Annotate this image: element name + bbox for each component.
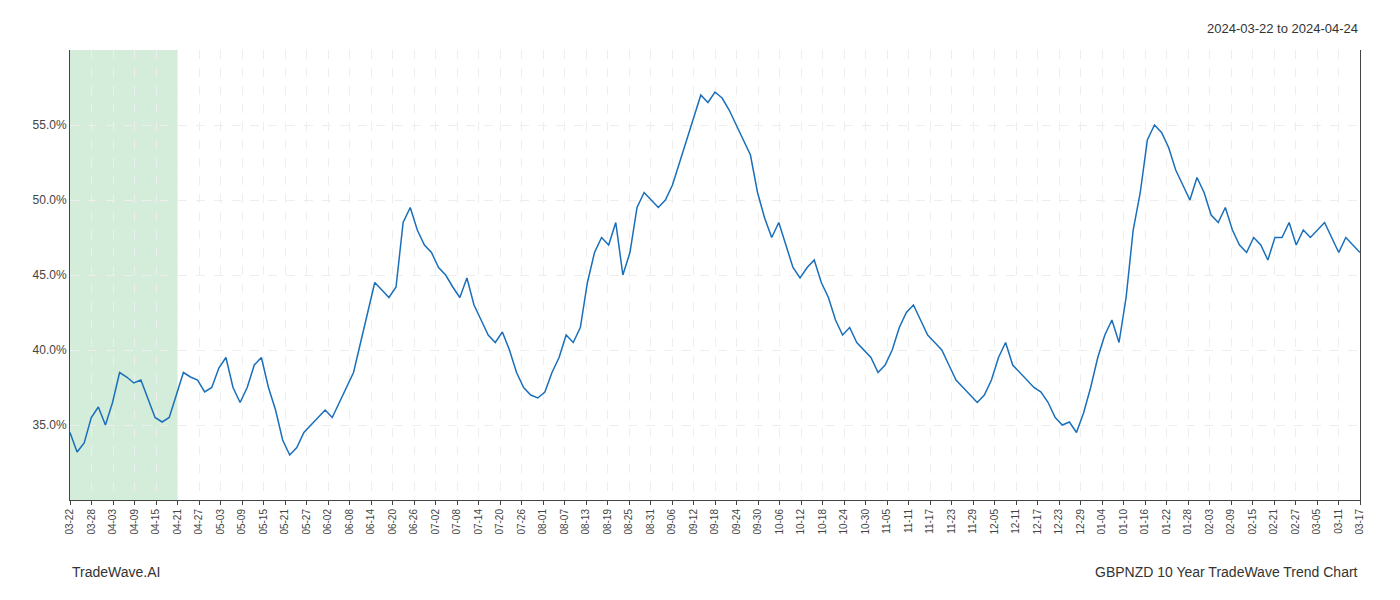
svg-text:07-02: 07-02: [430, 509, 441, 535]
svg-text:07-26: 07-26: [516, 509, 527, 535]
svg-text:12-29: 12-29: [1075, 509, 1086, 535]
svg-text:55.0%: 55.0%: [33, 118, 67, 132]
svg-text:01-04: 01-04: [1096, 509, 1107, 535]
svg-text:02-09: 02-09: [1225, 509, 1236, 535]
svg-text:01-10: 01-10: [1118, 509, 1129, 535]
svg-text:09-18: 09-18: [709, 509, 720, 535]
svg-text:06-08: 06-08: [344, 509, 355, 535]
svg-text:35.0%: 35.0%: [33, 418, 67, 432]
svg-text:07-08: 07-08: [451, 509, 462, 535]
svg-text:12-05: 12-05: [989, 509, 1000, 535]
svg-text:03-11: 03-11: [1333, 509, 1344, 534]
svg-text:09-24: 09-24: [731, 509, 742, 535]
svg-text:11-11: 11-11: [903, 509, 914, 534]
svg-text:03-05: 03-05: [1311, 509, 1322, 535]
svg-text:02-15: 02-15: [1247, 509, 1258, 535]
svg-text:05-27: 05-27: [301, 509, 312, 535]
svg-text:10-12: 10-12: [795, 509, 806, 535]
svg-text:08-01: 08-01: [537, 509, 548, 535]
svg-text:01-28: 01-28: [1182, 509, 1193, 535]
svg-text:05-15: 05-15: [258, 509, 269, 535]
svg-text:TradeWave.AI: TradeWave.AI: [72, 564, 160, 580]
svg-text:04-09: 04-09: [129, 509, 140, 535]
svg-text:01-16: 01-16: [1139, 509, 1150, 535]
svg-text:45.0%: 45.0%: [33, 268, 67, 282]
svg-text:50.0%: 50.0%: [33, 193, 67, 207]
svg-text:06-14: 06-14: [365, 509, 376, 535]
svg-text:02-21: 02-21: [1268, 509, 1279, 535]
svg-text:10-30: 10-30: [860, 509, 871, 535]
svg-text:10-24: 10-24: [838, 509, 849, 535]
svg-text:06-26: 06-26: [408, 509, 419, 535]
svg-text:04-27: 04-27: [193, 509, 204, 535]
svg-text:10-18: 10-18: [817, 509, 828, 535]
svg-text:04-15: 04-15: [150, 509, 161, 535]
svg-text:05-21: 05-21: [279, 509, 290, 535]
svg-text:08-07: 08-07: [559, 509, 570, 535]
svg-text:GBPNZD 10 Year TradeWave Trend: GBPNZD 10 Year TradeWave Trend Chart: [1095, 564, 1358, 580]
svg-text:03-17: 03-17: [1354, 509, 1365, 535]
svg-text:10-06: 10-06: [774, 509, 785, 535]
svg-text:07-20: 07-20: [494, 509, 505, 535]
svg-text:11-17: 11-17: [924, 509, 935, 534]
svg-text:04-03: 04-03: [107, 509, 118, 535]
svg-text:12-11: 12-11: [1010, 509, 1021, 534]
svg-text:08-19: 08-19: [602, 509, 613, 535]
svg-text:01-22: 01-22: [1161, 509, 1172, 535]
svg-text:09-30: 09-30: [752, 509, 763, 535]
svg-text:11-05: 11-05: [881, 509, 892, 534]
svg-text:40.0%: 40.0%: [33, 343, 67, 357]
svg-text:2024-03-22 to 2024-04-24: 2024-03-22 to 2024-04-24: [1207, 21, 1358, 36]
svg-text:08-31: 08-31: [645, 509, 656, 535]
svg-text:06-02: 06-02: [322, 509, 333, 535]
svg-text:09-06: 09-06: [666, 509, 677, 535]
svg-text:05-09: 05-09: [236, 509, 247, 535]
svg-text:08-25: 08-25: [623, 509, 634, 535]
svg-text:02-27: 02-27: [1290, 509, 1301, 535]
svg-text:08-13: 08-13: [580, 509, 591, 535]
svg-text:11-23: 11-23: [946, 509, 957, 534]
svg-text:11-29: 11-29: [967, 509, 978, 534]
svg-text:04-21: 04-21: [172, 509, 183, 535]
svg-text:12-17: 12-17: [1032, 509, 1043, 535]
svg-text:07-14: 07-14: [473, 509, 484, 535]
svg-text:03-28: 03-28: [86, 509, 97, 535]
svg-text:05-03: 05-03: [215, 509, 226, 535]
svg-text:02-03: 02-03: [1204, 509, 1215, 535]
svg-text:06-20: 06-20: [387, 509, 398, 535]
svg-text:12-23: 12-23: [1053, 509, 1064, 535]
svg-text:03-22: 03-22: [64, 509, 75, 535]
svg-text:09-12: 09-12: [688, 509, 699, 535]
